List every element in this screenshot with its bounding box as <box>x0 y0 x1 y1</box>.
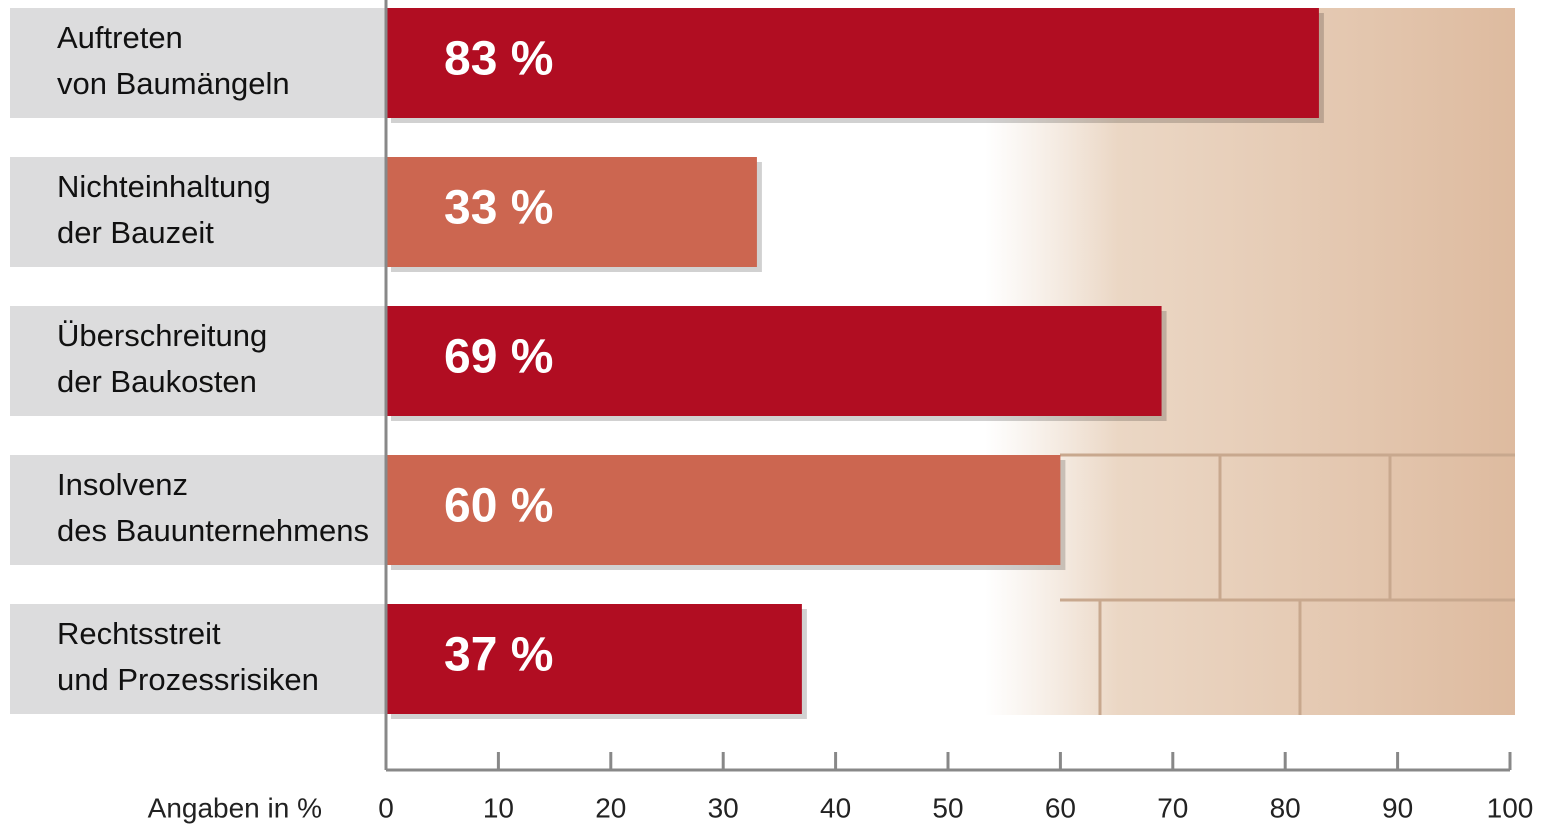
category-label: Rechtsstreit <box>57 616 221 651</box>
x-tick-label: 0 <box>378 792 394 823</box>
x-tick-label: 70 <box>1157 792 1188 823</box>
x-axis-label: Angaben in % <box>148 792 322 823</box>
category-label: der Baukosten <box>57 364 257 399</box>
category-label: der Bauzeit <box>57 215 214 250</box>
x-tick-label: 10 <box>483 792 514 823</box>
category-label: Insolvenz <box>57 467 188 502</box>
x-tick-label: 80 <box>1270 792 1301 823</box>
value-label: 37 % <box>444 629 553 682</box>
x-tick-label: 100 <box>1487 792 1534 823</box>
chart: Angaben in % Auftreten von Baumängeln 83 %… <box>0 0 1547 830</box>
value-label: 60 % <box>444 480 553 533</box>
x-tick-label: 30 <box>708 792 739 823</box>
x-tick-label: 40 <box>820 792 851 823</box>
value-label: 33 % <box>444 182 553 235</box>
category-label: und Prozessrisiken <box>57 662 319 697</box>
x-tick-label: 60 <box>1045 792 1076 823</box>
bar <box>386 157 757 267</box>
page: {"chart_data": {"type": "hbar", "categor… <box>0 0 1547 830</box>
category-label: Auftreten <box>57 20 183 55</box>
x-tick-label: 90 <box>1382 792 1413 823</box>
value-label: 83 % <box>444 33 553 86</box>
category-label: von Baumängeln <box>57 66 290 101</box>
x-tick-label: 20 <box>595 792 626 823</box>
category-label: Nichteinhaltung <box>57 169 271 204</box>
category-label: Überschreitung <box>57 318 267 353</box>
category-label: des Bauunternehmens <box>57 513 369 548</box>
x-tick-label: 50 <box>932 792 963 823</box>
value-label: 69 % <box>444 331 553 384</box>
